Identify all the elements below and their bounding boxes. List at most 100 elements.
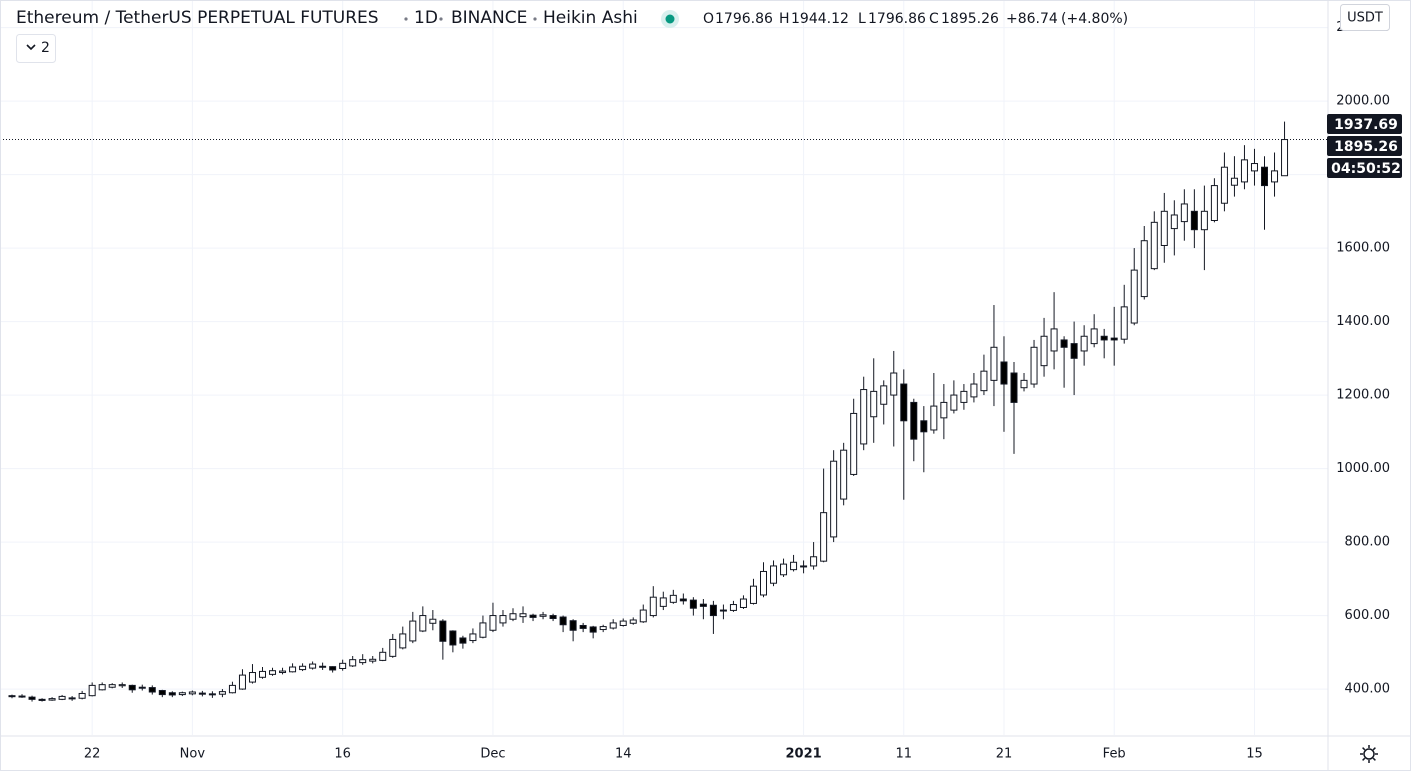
candle-body bbox=[88, 684, 96, 697]
candle bbox=[1271, 152, 1279, 197]
candle bbox=[1000, 336, 1008, 432]
candle bbox=[389, 633, 397, 658]
candle-body bbox=[579, 624, 587, 629]
candle-body bbox=[118, 684, 126, 687]
price-tag: 1937.69 bbox=[1334, 117, 1398, 133]
candle-body bbox=[1090, 328, 1098, 345]
candle bbox=[1261, 156, 1268, 230]
price-tag-bg bbox=[1327, 157, 1402, 178]
candle bbox=[1230, 156, 1238, 197]
candle-body bbox=[830, 460, 838, 538]
candle-body bbox=[269, 670, 277, 675]
candle-body bbox=[309, 663, 317, 669]
candle bbox=[188, 690, 196, 696]
candle bbox=[198, 690, 206, 697]
candle-body bbox=[1140, 240, 1148, 298]
candle bbox=[509, 608, 517, 622]
button-frame[interactable] bbox=[16, 34, 56, 63]
legend-high: 1944.12 bbox=[791, 11, 849, 27]
legend-open: 1796.86 bbox=[715, 11, 773, 27]
chart-style[interactable]: Heikin Ashi bbox=[543, 8, 638, 28]
currency: USDT bbox=[1347, 11, 1383, 26]
currency-button[interactable]: USDT bbox=[1340, 4, 1390, 31]
candle bbox=[379, 647, 387, 662]
candle-body bbox=[1240, 159, 1248, 183]
candle bbox=[800, 560, 808, 574]
indicators-toggle[interactable]: 2 bbox=[16, 34, 56, 63]
candle bbox=[369, 655, 377, 664]
candle bbox=[850, 398, 858, 476]
candle bbox=[1140, 226, 1148, 300]
candle bbox=[1120, 284, 1128, 344]
candle-body bbox=[1261, 166, 1268, 187]
candle bbox=[1170, 200, 1178, 256]
candle bbox=[279, 667, 287, 675]
candle-body bbox=[1110, 337, 1118, 341]
candle-body bbox=[669, 594, 677, 603]
y-tick-label: 1400.00 bbox=[1336, 314, 1390, 329]
candle-body bbox=[1250, 163, 1258, 172]
candle-body bbox=[228, 684, 236, 694]
candle bbox=[1240, 145, 1248, 190]
candle bbox=[269, 667, 277, 676]
candle bbox=[449, 630, 457, 653]
candle bbox=[1160, 192, 1168, 263]
candle-body bbox=[409, 620, 417, 642]
candle-body bbox=[1220, 166, 1228, 204]
candle-body bbox=[569, 620, 577, 631]
candle bbox=[479, 615, 487, 639]
settings-button[interactable] bbox=[1360, 745, 1378, 763]
price-tag-bg bbox=[1327, 113, 1402, 134]
candle bbox=[539, 611, 547, 620]
candle-body bbox=[329, 666, 337, 671]
candle-body bbox=[1230, 177, 1238, 186]
candle bbox=[128, 684, 136, 693]
candle-body bbox=[810, 556, 818, 567]
candle bbox=[940, 384, 948, 440]
candle bbox=[920, 406, 928, 473]
candle bbox=[649, 586, 657, 618]
candle-body bbox=[940, 401, 948, 419]
candle-body bbox=[379, 651, 387, 661]
price-tag: 04:50:52 bbox=[1331, 161, 1401, 177]
candle bbox=[1220, 152, 1228, 212]
x-tick-label: 14 bbox=[615, 747, 632, 762]
candle-body bbox=[559, 616, 567, 626]
candle-body bbox=[549, 615, 557, 620]
candle bbox=[1070, 321, 1078, 396]
legend-low-label: L bbox=[858, 11, 866, 27]
candle bbox=[409, 611, 417, 644]
legend-change: +86.74 bbox=[1006, 11, 1058, 27]
legend-close-label: C bbox=[929, 11, 939, 27]
candle-body bbox=[1271, 170, 1279, 183]
candle-body bbox=[719, 609, 727, 612]
candle bbox=[1190, 189, 1198, 249]
interval[interactable]: 1D bbox=[414, 8, 438, 28]
candle bbox=[840, 442, 848, 506]
candle-body bbox=[98, 684, 106, 691]
candle bbox=[399, 626, 407, 650]
candle bbox=[1080, 325, 1088, 366]
candle-body bbox=[128, 684, 136, 691]
candle-body bbox=[188, 691, 196, 695]
candle bbox=[1130, 248, 1138, 326]
indicators-count: 2 bbox=[41, 40, 50, 56]
candle bbox=[960, 384, 968, 410]
y-tick-label: 1200.00 bbox=[1336, 388, 1390, 403]
button-frame[interactable] bbox=[1340, 4, 1390, 31]
candle-body bbox=[158, 690, 166, 696]
candle-body bbox=[479, 622, 487, 638]
y-tick-label: 400.00 bbox=[1345, 682, 1391, 697]
candle-body bbox=[1100, 335, 1108, 341]
candle bbox=[719, 604, 727, 620]
candle-body bbox=[78, 692, 86, 699]
candle-body bbox=[489, 615, 497, 631]
candle-body bbox=[639, 609, 647, 623]
candle bbox=[760, 562, 767, 598]
candle-body bbox=[389, 638, 397, 657]
candle bbox=[459, 635, 467, 649]
candle-body bbox=[1160, 210, 1168, 246]
candle bbox=[439, 619, 447, 660]
candle bbox=[1180, 189, 1188, 241]
candle-body bbox=[138, 686, 146, 689]
